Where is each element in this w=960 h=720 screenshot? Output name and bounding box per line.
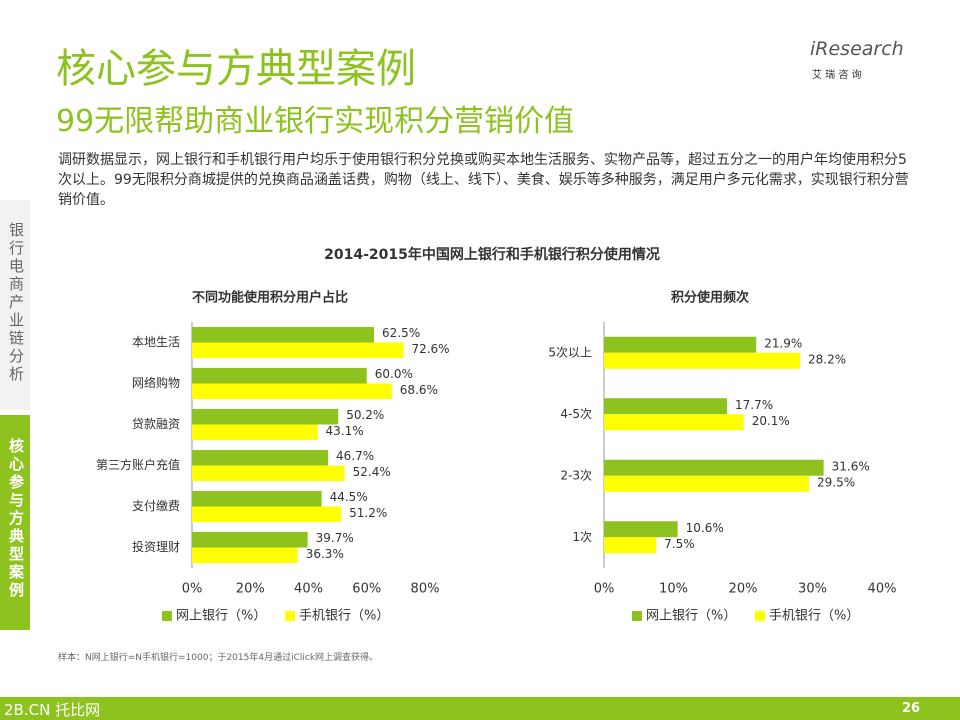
legend-swatch [285,611,295,621]
value-label: 72.6% [411,342,449,356]
sidebar-active-bg [0,415,30,630]
value-label: 50.2% [346,408,384,422]
bar [192,408,339,425]
value-label: 44.5% [330,490,368,504]
legend-swatch [755,611,765,621]
x-tick-label: 20% [236,582,265,597]
body-text: 调研数据显示，网上银行和手机银行用户均乐于使用银行积分兑换或购买本地生活服务、实… [58,152,909,208]
bar [192,465,345,482]
footer-bar [0,697,960,720]
x-tick-label: 30% [798,582,827,597]
x-tick-label: 60% [352,582,381,597]
y-tick-label: 2-3次 [560,468,592,482]
legend-label: 手机银行（%） [299,609,389,624]
value-label: 17.7% [735,398,773,412]
y-tick-label: 支付缴费 [132,498,180,513]
bar [192,383,392,400]
bar [192,367,367,384]
bar [192,531,308,548]
bar [604,459,824,476]
x-tick-label: 0% [182,582,203,597]
chart-title: 积分使用频次 [671,290,749,306]
bar [192,547,298,564]
y-tick-label: 贷款融资 [132,417,180,431]
y-tick-label: 5次以上 [548,345,592,359]
value-label: 36.3% [306,547,344,561]
value-label: 43.1% [326,424,364,438]
value-label: 21.9% [764,336,802,350]
bar [192,342,404,359]
value-label: 31.6% [832,459,870,473]
legend-swatch [632,611,642,621]
bar [604,521,678,538]
y-tick-label: 4-5次 [560,407,592,421]
bar [604,537,657,554]
value-label: 60.0% [375,367,413,381]
subtitle: 99无限帮助商业银行实现积分营销价值 [56,104,575,139]
value-label: 10.6% [686,521,724,535]
bar [192,490,322,507]
value-label: 68.6% [400,383,438,397]
value-label: 62.5% [382,326,420,340]
value-label: 39.7% [316,531,354,545]
bar [604,414,744,431]
logo-sub: 艾 瑞 咨 询 [812,70,862,81]
bar [192,449,329,466]
bar [604,352,800,369]
sidebar [0,200,30,410]
legend-swatch [162,611,172,621]
chart-title: 不同功能使用积分用户占比 [192,290,348,306]
footer-brand: 2B.CN 托比网 [4,701,101,719]
y-tick-label: 本地生活 [132,335,180,349]
bar [604,475,810,492]
x-tick-label: 10% [659,582,688,597]
bar [192,424,318,441]
sidebar-active: 核心参与方典型案例 [7,438,25,600]
charts: 2014-2015年中国网上银行和手机银行积分使用情况 不同功能使用积分用户占比… [96,246,897,624]
value-label: 51.2% [349,506,387,520]
legend-label: 网上银行（%） [646,609,736,624]
value-label: 20.1% [752,414,790,428]
title: 核心参与方典型案例 [56,46,416,92]
bar [192,506,342,523]
chart-group-title: 2014-2015年中国网上银行和手机银行积分使用情况 [324,246,660,263]
bar [604,336,757,353]
x-tick-label: 40% [868,582,897,597]
x-tick-label: 0% [594,582,615,597]
y-tick-label: 投资理财 [132,539,180,554]
sidebar-section: 银行电商产业链分析 [7,222,25,384]
footnote: 样本：N网上银行=N手机银行=1000；于2015年4月通过iClick网上调查… [58,653,379,663]
legend-label: 手机银行（%） [769,609,859,624]
y-tick-label: 1次 [572,530,592,544]
logo: iResearch [810,38,904,60]
x-tick-label: 40% [294,582,323,597]
value-label: 46.7% [336,449,374,463]
value-label: 29.5% [817,475,855,489]
x-tick-label: 80% [411,582,440,597]
bar [604,398,728,415]
value-label: 7.5% [664,537,695,551]
y-tick-label: 网络购物 [132,375,180,390]
y-tick-label: 第三方账户充值 [96,457,180,472]
legend-label: 网上银行（%） [176,609,266,624]
value-label: 28.2% [808,352,846,366]
page-number: 26 [902,701,921,716]
x-tick-label: 20% [729,582,758,597]
value-label: 52.4% [353,465,391,479]
bar [192,326,375,343]
